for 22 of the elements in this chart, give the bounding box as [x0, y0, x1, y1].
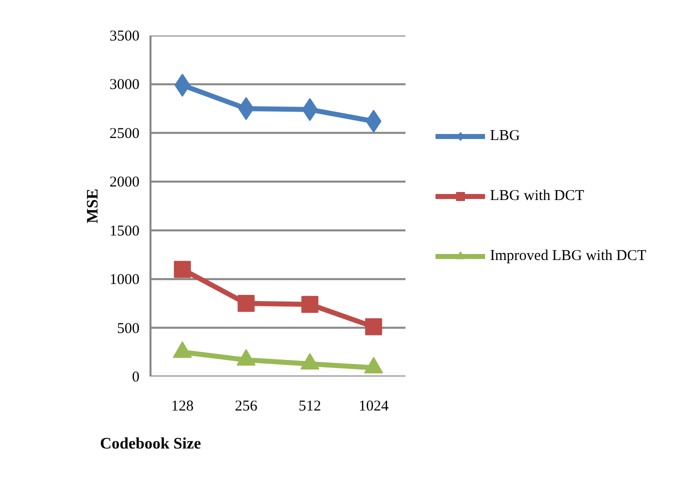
- x-tick-label: 256: [234, 398, 258, 414]
- legend-label: Improved LBG with DCT: [490, 248, 646, 264]
- legend-label: LBG with DCT: [490, 188, 584, 204]
- y-tick-label: 1000: [110, 272, 140, 288]
- y-tick-label: 3500: [110, 28, 140, 44]
- y-tick-label: 2000: [110, 174, 140, 191]
- x-tick-label: 512: [298, 398, 322, 414]
- point: [300, 352, 320, 370]
- point: [364, 356, 384, 374]
- point: [172, 341, 192, 358]
- point: [236, 349, 256, 366]
- x-tick-label: 1024: [358, 398, 390, 414]
- y-tick-label: 1500: [110, 223, 140, 240]
- y-axis-title: MSE: [84, 188, 102, 224]
- y-tick-label: 2500: [110, 126, 140, 142]
- y-tick-label: 500: [117, 320, 140, 337]
- y-tick-label: 3000: [110, 77, 140, 94]
- x-axis-title: Codebook Size: [100, 436, 201, 452]
- y-tick-label: 0: [132, 370, 140, 386]
- x-tick-label: 128: [171, 398, 194, 414]
- point: [174, 260, 191, 278]
- legend-label: LBG: [490, 128, 520, 144]
